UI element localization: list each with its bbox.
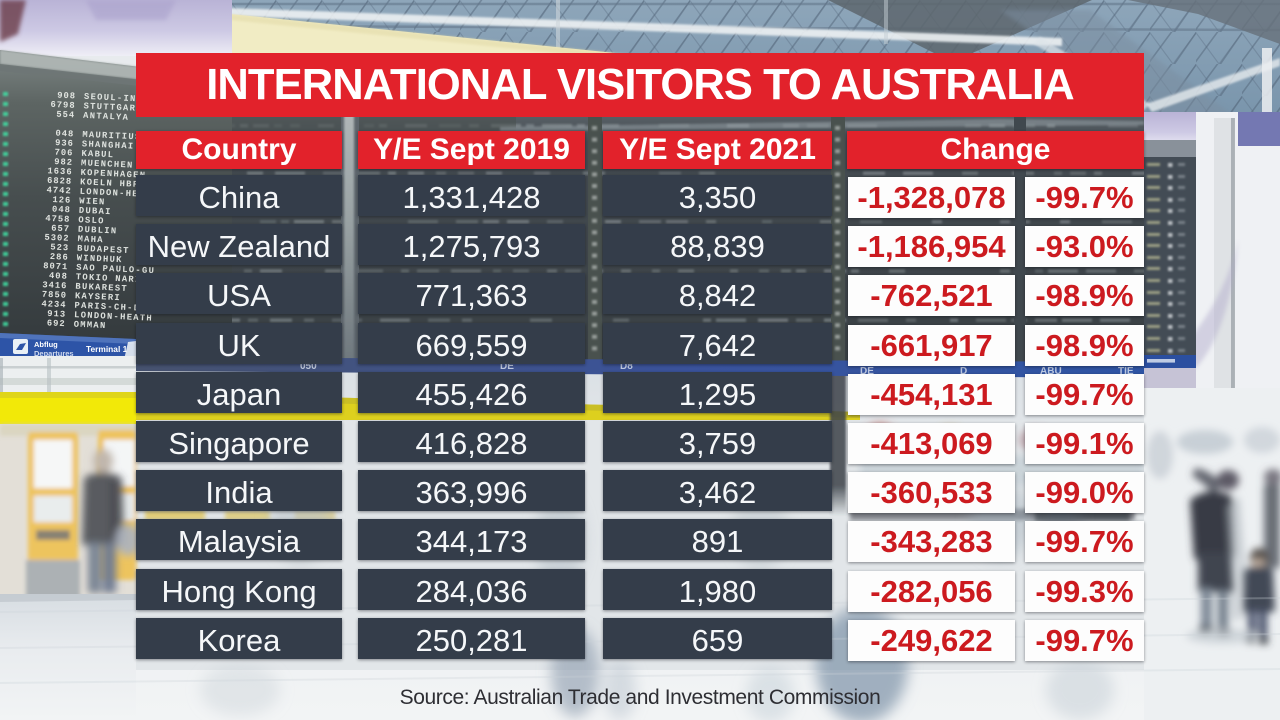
svg-text:286: 286 xyxy=(50,252,69,263)
svg-text:4758: 4758 xyxy=(45,214,71,225)
svg-text:SAO PAULO-GU: SAO PAULO-GU xyxy=(76,263,155,277)
svg-text:ABU: ABU xyxy=(1040,366,1062,377)
svg-text:706: 706 xyxy=(54,148,73,159)
svg-text:KOPENHAGEN: KOPENHAGEN xyxy=(80,168,146,181)
svg-text:523: 523 xyxy=(50,242,69,253)
svg-text:DUBAI: DUBAI xyxy=(79,206,112,217)
svg-text:Abflug: Abflug xyxy=(34,340,58,349)
svg-text:OMMAN: OMMAN xyxy=(73,320,106,331)
svg-text:BUKAREST: BUKAREST xyxy=(75,282,128,294)
svg-text:KOELN HBF: KOELN HBF xyxy=(80,177,140,190)
svg-text:WIEN: WIEN xyxy=(79,196,106,207)
svg-text:KABUL: KABUL xyxy=(81,149,114,160)
svg-text:5302: 5302 xyxy=(44,233,70,244)
svg-text:TIE: TIE xyxy=(1118,366,1134,377)
svg-text:6828: 6828 xyxy=(47,176,73,187)
svg-text:WINDHUK: WINDHUK xyxy=(76,253,122,265)
svg-text:Departures: Departures xyxy=(34,349,74,358)
svg-text:MAHA: MAHA xyxy=(77,234,104,245)
svg-text:OSLO: OSLO xyxy=(78,215,105,226)
svg-text:KAYSERI: KAYSERI xyxy=(75,291,121,303)
svg-text:DE: DE xyxy=(500,361,514,372)
svg-text:DE: DE xyxy=(860,366,874,377)
svg-text:050: 050 xyxy=(300,361,317,372)
svg-text:DUBLIN: DUBLIN xyxy=(78,225,118,237)
svg-text:048: 048 xyxy=(55,129,74,140)
svg-text:913: 913 xyxy=(47,309,66,320)
svg-text:657: 657 xyxy=(51,223,70,234)
svg-text:PARIS-CH-DE: PARIS-CH-DE xyxy=(74,301,147,314)
svg-text:4234: 4234 xyxy=(41,299,67,310)
svg-text:692: 692 xyxy=(47,318,66,329)
svg-text:8071: 8071 xyxy=(43,261,69,272)
svg-text:554: 554 xyxy=(56,110,75,121)
svg-text:126: 126 xyxy=(52,195,71,206)
svg-text:1636: 1636 xyxy=(47,166,73,177)
svg-text:908: 908 xyxy=(57,91,76,102)
svg-text:6798: 6798 xyxy=(50,100,76,111)
svg-text:982: 982 xyxy=(54,157,73,168)
svg-text:048: 048 xyxy=(52,204,71,215)
svg-text:TOKIO NARITA: TOKIO NARITA xyxy=(76,272,155,286)
svg-text:3416: 3416 xyxy=(42,280,68,291)
svg-text:D: D xyxy=(960,366,967,377)
svg-text:D8: D8 xyxy=(620,361,633,372)
svg-text:ANTALYA: ANTALYA xyxy=(83,111,129,123)
svg-text:BUDAPEST: BUDAPEST xyxy=(77,244,130,256)
svg-text:408: 408 xyxy=(49,271,68,282)
svg-text:936: 936 xyxy=(55,138,74,149)
svg-text:LONDON-HEATH: LONDON-HEATH xyxy=(74,310,153,324)
svg-text:4742: 4742 xyxy=(46,185,72,196)
svg-text:Terminal 1: Terminal 1 xyxy=(86,344,128,354)
svg-text:MUENCHEN: MUENCHEN xyxy=(81,158,134,170)
svg-text:7850: 7850 xyxy=(42,290,68,301)
